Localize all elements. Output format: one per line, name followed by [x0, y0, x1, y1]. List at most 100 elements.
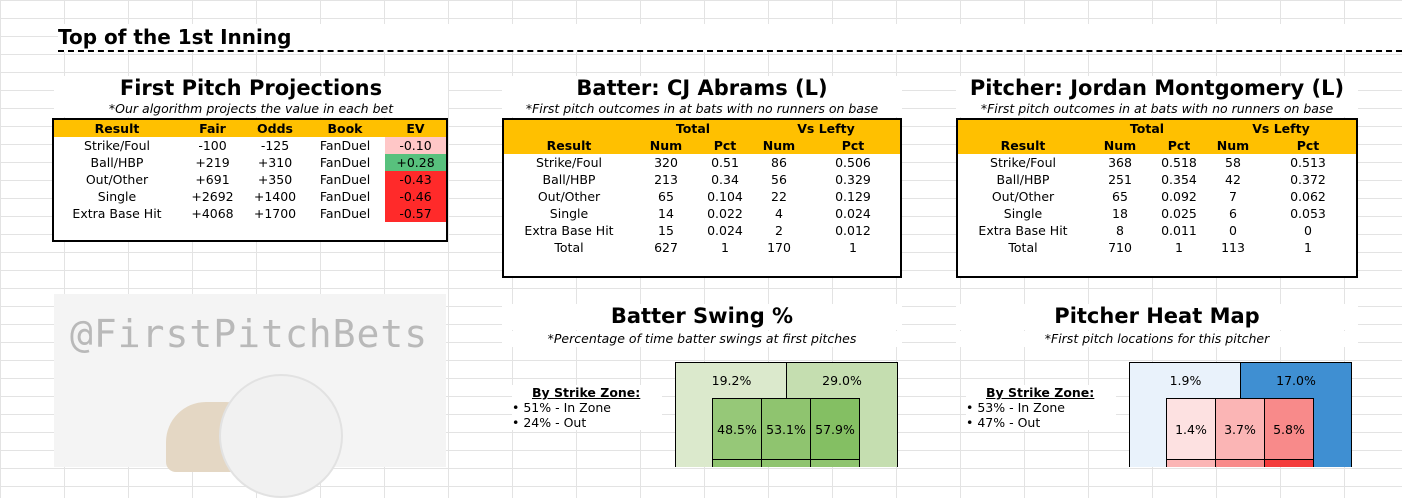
- table-cell: 0.053: [1290, 206, 1326, 221]
- table-cell: 0: [1304, 223, 1312, 238]
- table-cell: 4: [775, 206, 783, 221]
- swing-zone-cell: 53.1%: [761, 398, 811, 460]
- batter-table: Total Vs Lefty Result Num Pct Num Pct St…: [502, 118, 902, 278]
- cell-ev: -0.43: [385, 171, 446, 188]
- heat-zone-heading: By Strike Zone:: [986, 385, 1095, 400]
- swing-zone-value: 53.1%: [766, 421, 806, 437]
- cell-result: Ball/HBP: [90, 155, 144, 170]
- table-cell: Ball/HBP: [996, 172, 1050, 187]
- projections-table: Result Fair Odds Book EV Strike/Foul -100…: [52, 118, 448, 242]
- batter-title: Batter: CJ Abrams (L): [502, 76, 902, 102]
- table-cell: 0.092: [1161, 189, 1197, 204]
- table-cell: Ball/HBP: [542, 172, 596, 187]
- table-cell: 0.372: [1290, 172, 1326, 187]
- table-row: Ball/HBP 251 0.354 42 0.372: [958, 171, 1356, 188]
- table-cell: 14: [658, 206, 674, 221]
- heat-in-zone: • 53% - In Zone: [966, 400, 1065, 415]
- table-cell: 18: [1112, 206, 1128, 221]
- table-cell: 42: [1225, 172, 1241, 187]
- table-cell: Strike/Foul: [990, 155, 1056, 170]
- col-result: Result: [54, 120, 180, 137]
- baseball-icon: [219, 374, 343, 498]
- table-cell: 0.354: [1161, 172, 1197, 187]
- col-num: Num: [752, 137, 806, 154]
- swing-title: Batter Swing %: [502, 304, 902, 330]
- swing-outer-left-value: 19.2%: [711, 373, 752, 388]
- col-odds: Odds: [245, 120, 305, 137]
- cell-fair: -100: [198, 138, 227, 153]
- pitcher-header-row: Result Num Pct Num Pct: [958, 137, 1356, 154]
- table-cell: Single: [549, 206, 589, 221]
- cell-odds: +1700: [253, 206, 297, 221]
- swing-zone-cell: 57.9%: [810, 398, 860, 460]
- cell-ev: -0.10: [385, 137, 446, 154]
- swing-zone-heading: By Strike Zone:: [532, 385, 641, 400]
- table-cell: 251: [1108, 172, 1132, 187]
- projections-header-row: Result Fair Odds Book EV: [54, 120, 446, 137]
- table-cell: 86: [771, 155, 787, 170]
- swing-in-zone: • 51% - In Zone: [512, 400, 611, 415]
- inning-header: Top of the 1st Inning: [58, 24, 1402, 52]
- table-row: Single 18 0.025 6 0.053: [958, 205, 1356, 222]
- swing-zone-value: 57.9%: [815, 421, 855, 437]
- table-cell: 0.022: [707, 206, 743, 221]
- table-cell: 368: [1108, 155, 1132, 170]
- table-cell: 7: [1229, 189, 1237, 204]
- pitcher-group-vs: Vs Lefty: [1206, 120, 1356, 137]
- pitcher-group-row: Total Vs Lefty: [958, 120, 1356, 137]
- heat-zone-cell: 5.8%: [1264, 398, 1314, 460]
- table-cell: 8: [1116, 223, 1124, 238]
- table-row: Strike/Foul 320 0.51 86 0.506: [504, 154, 900, 171]
- heat-zone-cell: 3.7%: [1215, 398, 1265, 460]
- swing-zone-cell: [712, 459, 762, 467]
- col-num: Num: [634, 137, 698, 154]
- heat-out-zone: • 47% - Out: [966, 415, 1041, 430]
- col-pct: Pct: [806, 137, 900, 154]
- table-row: Ball/HBP +219 +310 FanDuel +0.28: [54, 154, 446, 171]
- table-cell: Out/Other: [991, 189, 1055, 204]
- cell-fair: +219: [195, 155, 230, 170]
- table-row: Extra Base Hit 8 0.011 0 0: [958, 222, 1356, 239]
- table-cell: Out/Other: [537, 189, 601, 204]
- batter-group-row: Total Vs Lefty: [504, 120, 900, 137]
- heat-zone-cell: 1.4%: [1166, 398, 1216, 460]
- heat-zone-value: 3.7%: [1224, 421, 1256, 437]
- table-row: Total 627 1 170 1: [504, 239, 900, 256]
- table-cell: 0.062: [1290, 189, 1326, 204]
- batter-header-row: Result Num Pct Num Pct: [504, 137, 900, 154]
- heat-zone-cell: [1215, 459, 1265, 467]
- col-num: Num: [1088, 137, 1152, 154]
- table-cell: 6: [1229, 206, 1237, 221]
- batter-group-total: Total: [634, 120, 752, 137]
- cell-result: Strike/Foul: [84, 138, 150, 153]
- cell-odds: +310: [257, 155, 293, 170]
- cell-book: FanDuel: [319, 172, 371, 187]
- table-cell: 0.012: [835, 223, 871, 238]
- heat-title: Pitcher Heat Map: [956, 304, 1358, 330]
- projections-title: First Pitch Projections: [54, 76, 448, 102]
- cell-result: Out/Other: [85, 172, 149, 187]
- pitcher-subtitle: *First pitch outcomes in at bats with no…: [956, 101, 1358, 117]
- table-cell: 2: [775, 223, 783, 238]
- table-cell: 1: [721, 240, 729, 255]
- table-cell: 0.104: [707, 189, 743, 204]
- table-cell: 1: [1175, 240, 1183, 255]
- col-result: Result: [958, 137, 1088, 154]
- swing-zone-value: 48.5%: [717, 421, 757, 437]
- cell-result: Extra Base Hit: [72, 206, 162, 221]
- col-pct: Pct: [1152, 137, 1206, 154]
- table-cell: 0.506: [835, 155, 871, 170]
- cell-fair: +2692: [191, 189, 234, 204]
- heat-zone-legend: By Strike Zone: • 53% - In Zone • 47% - …: [966, 385, 1116, 430]
- cell-fair: +691: [195, 172, 230, 187]
- col-pct: Pct: [698, 137, 752, 154]
- table-cell: 1: [849, 240, 857, 255]
- table-cell: 15: [658, 223, 674, 238]
- col-book: Book: [305, 120, 385, 137]
- cell-book: FanDuel: [319, 155, 371, 170]
- table-row: Strike/Foul -100 -125 FanDuel -0.10: [54, 137, 446, 154]
- table-cell: 58: [1225, 155, 1241, 170]
- swing-zone-legend: By Strike Zone: • 51% - In Zone • 24% - …: [512, 385, 662, 430]
- pitcher-title: Pitcher: Jordan Montgomery (L): [956, 76, 1358, 102]
- table-row: Out/Other +691 +350 FanDuel -0.43: [54, 171, 446, 188]
